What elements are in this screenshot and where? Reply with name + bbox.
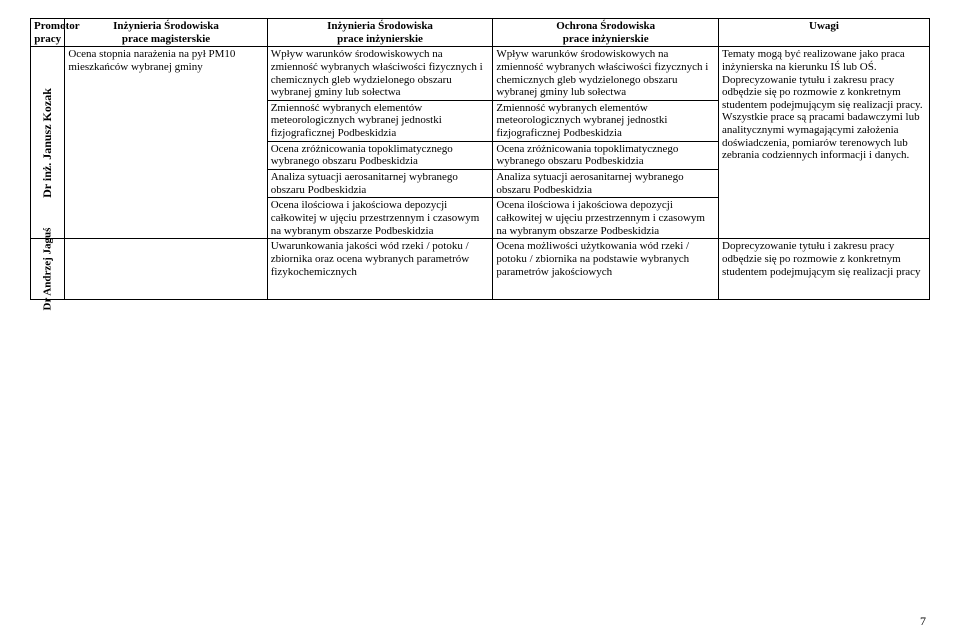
cell-r1c1: Ocena stopnia narażenia na pył PM10 mies… xyxy=(65,47,267,239)
cell-r1c3: Wpływ warunków środowiskowych na zmienno… xyxy=(493,47,719,101)
header-row: Promotor pracy Inżynieria Środowiska pra… xyxy=(31,19,930,47)
cell-r5c2: Ocena ilościowa i jakościowa depozycji c… xyxy=(267,198,493,239)
table-row: Dr Andrzej Jaguś Uwarunkowania jakości w… xyxy=(31,239,930,300)
thesis-table: Promotor pracy Inżynieria Środowiska pra… xyxy=(30,18,930,300)
cell-r1c2: Wpływ warunków środowiskowych na zmienno… xyxy=(267,47,493,101)
header-inz-os: Ochrona Środowiska prace inżynierskie xyxy=(493,19,719,47)
cell-r3c2: Ocena zróżnicowania topoklimatycznego wy… xyxy=(267,141,493,169)
header-inz-is: Inżynieria Środowiska prace inżynierskie xyxy=(267,19,493,47)
cell-r4c2: Analiza sytuacji aerosanitarnej wybraneg… xyxy=(267,170,493,198)
cell-r3c3: Ocena zróżnicowania topoklimatycznego wy… xyxy=(493,141,719,169)
cell-r6c2: Uwarunkowania jakości wód rzeki / potoku… xyxy=(267,239,493,300)
cell-r6c3: Ocena możliwości użytkowania wód rzeki /… xyxy=(493,239,719,300)
promoter-cell-2: Dr Andrzej Jaguś xyxy=(31,239,65,300)
promoter-1-label: Dr inż. Janusz Kozak xyxy=(41,88,55,198)
uwagi-2: Doprecyzowanie tytułu i zakresu pracy od… xyxy=(719,239,930,300)
cell-r6c1 xyxy=(65,239,267,300)
cell-r4c3: Analiza sytuacji aerosanitarnej wybraneg… xyxy=(493,170,719,198)
cell-r2c2: Zmienność wybranych elementów meteorolog… xyxy=(267,100,493,141)
promoter-2-label: Dr Andrzej Jaguś xyxy=(41,228,54,311)
uwagi-1: Tematy mogą być realizowane jako praca i… xyxy=(719,47,930,239)
cell-r5c3: Ocena ilościowa i jakościowa depozycji c… xyxy=(493,198,719,239)
header-promotor: Promotor pracy xyxy=(31,19,65,47)
header-magisterskie: Inżynieria Środowiska prace magisterskie xyxy=(65,19,267,47)
header-uwagi: Uwagi xyxy=(719,19,930,47)
cell-r2c3: Zmienność wybranych elementów meteorolog… xyxy=(493,100,719,141)
promoter-cell-1: Dr inż. Janusz Kozak xyxy=(31,47,65,239)
page-number: 7 xyxy=(920,614,926,629)
table-row: Dr inż. Janusz Kozak Ocena stopnia naraż… xyxy=(31,47,930,101)
